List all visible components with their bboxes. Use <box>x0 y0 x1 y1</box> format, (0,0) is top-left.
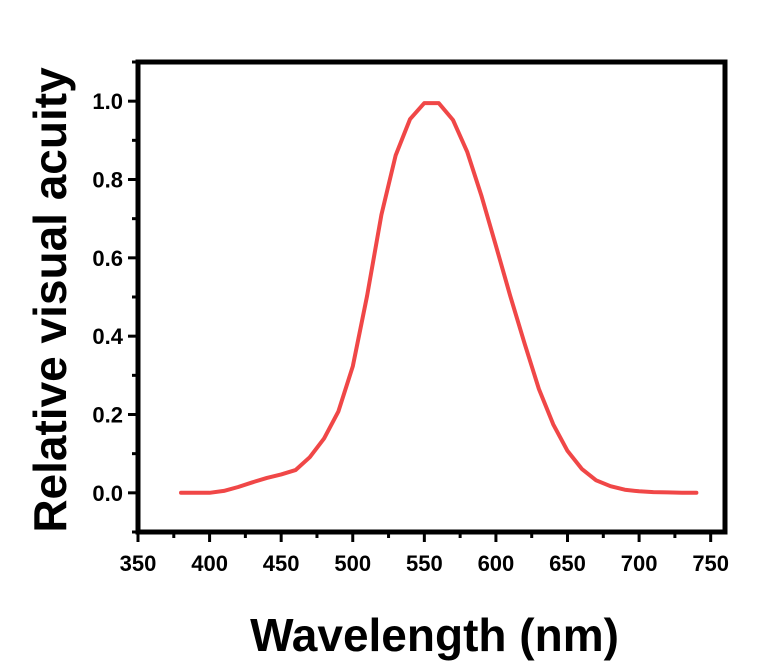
x-tick-label: 750 <box>692 551 729 576</box>
x-tick-label: 700 <box>621 551 658 576</box>
y-tick-label: 0.2 <box>92 403 123 428</box>
x-axis-ticks: 350 400 450 500 550 600 650 700 750 <box>120 532 729 576</box>
y-axis-ticks: 0.0 0.2 0.4 0.6 0.8 1.0 <box>92 60 138 534</box>
x-tick-label: 350 <box>120 551 157 576</box>
x-tick-label: 500 <box>334 551 371 576</box>
plot-frame <box>135 59 728 535</box>
y-tick-label: 1.0 <box>92 89 123 114</box>
x-tick-label: 550 <box>406 551 443 576</box>
y-axis-title: Relative visual acuity <box>24 67 76 533</box>
series-layer <box>179 101 699 495</box>
series-line <box>179 101 699 495</box>
y-tick-label: 0.8 <box>92 168 123 193</box>
x-tick-label: 650 <box>549 551 586 576</box>
y-tick-label: 0.0 <box>92 481 123 506</box>
x-axis-title: Wavelength (nm) <box>250 609 619 661</box>
y-tick-label: 0.6 <box>92 246 123 271</box>
x-tick-label: 600 <box>478 551 515 576</box>
y-tick-label: 0.4 <box>92 324 123 349</box>
x-tick-label: 450 <box>263 551 300 576</box>
x-tick-label: 400 <box>191 551 228 576</box>
